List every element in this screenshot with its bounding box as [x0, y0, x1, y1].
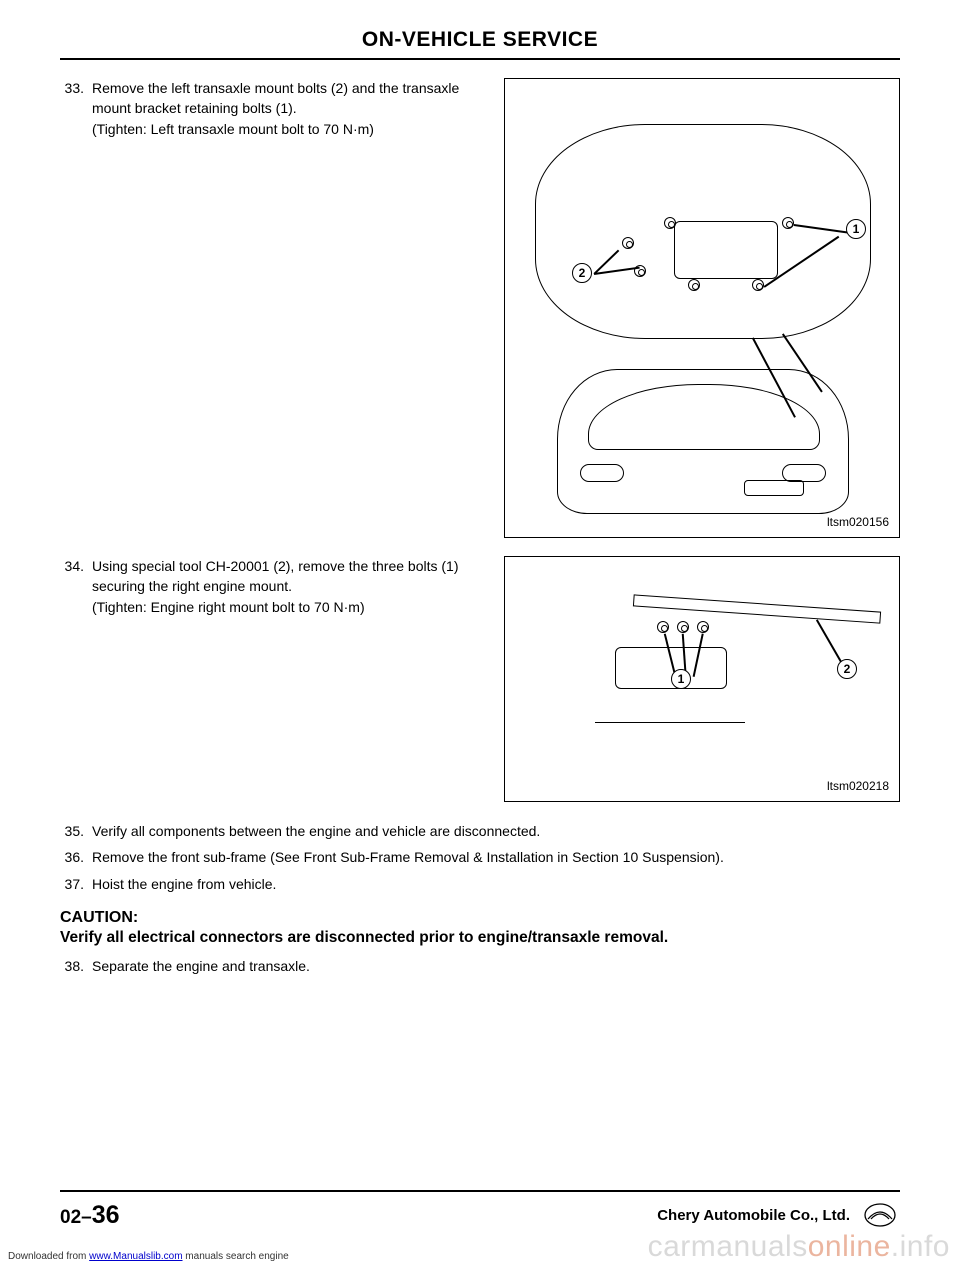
step-number: 34.	[60, 556, 84, 617]
manualslib-link[interactable]: www.Manualslib.com	[89, 1251, 182, 1262]
step-body: Verify all components between the engine…	[92, 820, 540, 842]
bolt-icon	[752, 279, 764, 291]
step-body: Separate the engine and transaxle.	[92, 955, 310, 977]
step-34-block: 34. Using special tool CH-20001 (2), rem…	[60, 556, 900, 802]
page-title: ON-VEHICLE SERVICE	[60, 28, 900, 52]
post-caution-steps: 38. Separate the engine and transaxle.	[60, 955, 900, 977]
bolt-icon	[688, 279, 700, 291]
callout-number: 2	[837, 659, 857, 679]
step-36: 36. Remove the front sub-frame (See Fron…	[60, 846, 900, 868]
watermark-a: carmanuals	[648, 1230, 808, 1263]
step-34-text: 34. Using special tool CH-20001 (2), rem…	[60, 556, 490, 617]
bolt-icon	[782, 217, 794, 229]
bolt-icon	[677, 621, 689, 633]
pointer-line	[794, 224, 850, 233]
caution-block: CAUTION: Verify all electrical connector…	[60, 909, 900, 947]
figure-label: ltsm020156	[827, 515, 889, 529]
car-hood	[588, 384, 820, 450]
download-suffix: manuals search engine	[183, 1251, 289, 1262]
step-33-block: 33. Remove the left transaxle mount bolt…	[60, 78, 900, 538]
figure-2: 1 2 ltsm020218	[504, 556, 900, 802]
page-footer: 02–36 Chery Automobile Co., Ltd.	[60, 1190, 900, 1230]
step-37: 37. Hoist the engine from vehicle.	[60, 873, 900, 895]
step-number: 38.	[60, 955, 84, 977]
detail-bubble: 1 2	[535, 124, 871, 339]
car-headlight	[580, 464, 624, 482]
bolt-icon	[664, 217, 676, 229]
figure-1: 1 2 ltsm020156	[504, 78, 900, 538]
download-prefix: Downloaded from	[8, 1251, 89, 1262]
step-line: Using special tool CH-20001 (2), remove …	[92, 558, 459, 594]
watermark-c: .info	[891, 1230, 950, 1263]
tool-bar	[633, 594, 881, 623]
step-number: 35.	[60, 820, 84, 842]
flat-steps: 35. Verify all components between the en…	[60, 820, 900, 895]
step-number: 36.	[60, 846, 84, 868]
step-number: 37.	[60, 873, 84, 895]
car-illustration	[557, 369, 849, 514]
step-body: Remove the left transaxle mount bolts (2…	[92, 78, 490, 139]
step-body: Hoist the engine from vehicle.	[92, 873, 276, 895]
page-number: 02–36	[60, 1201, 120, 1230]
step-line: (Tighten: Engine right mount bolt to 70 …	[92, 599, 365, 615]
step-number: 33.	[60, 78, 84, 139]
bolt-icon	[657, 621, 669, 633]
callout-number: 2	[572, 263, 592, 283]
watermark-b: online	[808, 1230, 891, 1263]
step-35: 35. Verify all components between the en…	[60, 820, 900, 842]
caution-title: CAUTION:	[60, 909, 900, 927]
callout-number: 1	[846, 219, 866, 239]
bolt-icon	[697, 621, 709, 633]
car-grille	[744, 480, 804, 496]
step-38: 38. Separate the engine and transaxle.	[60, 955, 900, 977]
download-note: Downloaded from www.Manualslib.com manua…	[8, 1251, 289, 1262]
step-line: (Tighten: Left transaxle mount bolt to 7…	[92, 121, 374, 137]
watermark: carmanualsonline.info	[648, 1230, 950, 1264]
step-line: Remove the left transaxle mount bolts (2…	[92, 80, 459, 116]
step-body: Using special tool CH-20001 (2), remove …	[92, 556, 490, 617]
step-body: Remove the front sub-frame (See Front Su…	[92, 846, 724, 868]
content-area: 33. Remove the left transaxle mount bolt…	[60, 78, 900, 978]
section-number: 02–	[60, 1207, 92, 1228]
mount-block	[674, 221, 778, 279]
callout-number: 1	[671, 669, 691, 689]
company-name: Chery Automobile Co., Ltd.	[657, 1207, 850, 1224]
footer-right: Chery Automobile Co., Ltd.	[657, 1200, 900, 1230]
bolt-icon	[622, 237, 634, 249]
chery-logo-icon	[860, 1200, 900, 1230]
caution-text: Verify all electrical connectors are dis…	[60, 929, 900, 947]
page-digits: 36	[92, 1201, 120, 1229]
page-header: ON-VEHICLE SERVICE	[60, 28, 900, 60]
step-33-text: 33. Remove the left transaxle mount bolt…	[60, 78, 490, 139]
figure-label: ltsm020218	[827, 779, 889, 793]
